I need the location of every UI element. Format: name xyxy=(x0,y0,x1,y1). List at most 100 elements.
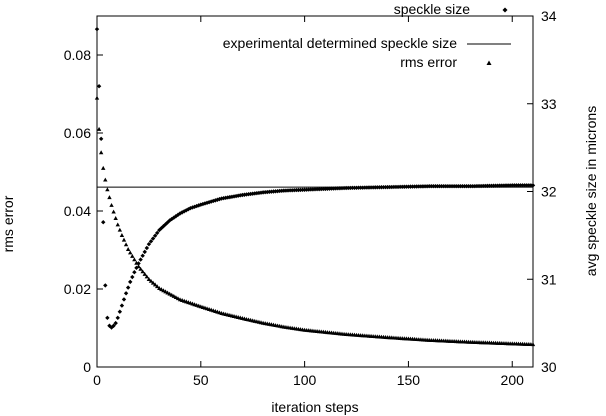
ticks: 0 50 100 150 200 0 0.02 0.04 0.06 0.08 30 31 32 33 34 xyxy=(64,8,557,388)
speckle-size-point xyxy=(125,285,131,290)
rms-error-point xyxy=(111,209,116,214)
speckle-size-point xyxy=(190,205,195,210)
speckle-size-point xyxy=(119,303,125,308)
y-right-tick-label: 32 xyxy=(541,184,557,200)
rms-error-point xyxy=(142,271,147,276)
y-left-tick-label: 0.08 xyxy=(64,47,91,63)
speckle-size-point xyxy=(152,233,158,238)
speckle-size-point xyxy=(159,225,164,231)
rms-error-point xyxy=(136,264,141,269)
speckle-size-point xyxy=(248,191,253,197)
speckle-size-point xyxy=(96,84,102,89)
speckle-size-point xyxy=(258,190,264,195)
speckle-size-point xyxy=(115,315,120,321)
speckle-size-point xyxy=(217,196,222,202)
speckle-size-point xyxy=(94,26,100,32)
y-left-tick-label: 0.02 xyxy=(64,281,91,297)
speckle-size-point xyxy=(140,253,145,258)
speckle-size-point xyxy=(142,249,147,255)
legend-marker-speckle-size xyxy=(502,7,508,13)
x-axis-label: iteration steps xyxy=(271,399,358,415)
speckle-size-point xyxy=(179,210,185,215)
rms-error-point xyxy=(94,95,100,100)
speckle-size-point xyxy=(211,198,216,204)
rms-error-point xyxy=(113,216,118,220)
speckle-size-point xyxy=(200,201,206,207)
x-tick-label: 150 xyxy=(397,372,421,388)
rms-error-point xyxy=(107,195,112,200)
speckle-size-point xyxy=(98,136,104,142)
y-left-tick-label: 0 xyxy=(83,359,91,375)
speckle-size-point xyxy=(117,309,123,314)
speckle-size-point xyxy=(138,257,143,262)
rms-error-point xyxy=(134,260,139,265)
rms-error-point xyxy=(96,126,102,131)
y-axis-label-left: rms error xyxy=(0,195,16,252)
speckle-size-point xyxy=(196,203,201,208)
rms-error-point xyxy=(123,242,129,247)
speckle-size-point xyxy=(130,274,135,280)
rms-error-point xyxy=(150,280,156,285)
rms-error-point xyxy=(109,202,114,207)
speckle-size-point xyxy=(279,188,284,193)
speckle-size-point xyxy=(169,216,174,222)
rms-error-point xyxy=(117,227,123,232)
speckle-size-point xyxy=(123,291,129,296)
speckle-size-point xyxy=(227,194,233,200)
series-2 xyxy=(94,95,536,347)
speckle-size-point xyxy=(155,230,160,236)
rms-error-point xyxy=(144,274,150,279)
legend-label-rms-error: rms error xyxy=(400,54,457,70)
speckle-size-point xyxy=(146,241,152,247)
y-right-tick-label: 34 xyxy=(541,8,557,24)
speckle-size-point xyxy=(231,194,237,199)
y-axis-label-right: avg speckle size in microns xyxy=(583,106,599,276)
rms-error-point xyxy=(132,257,137,262)
speckle-size-point xyxy=(128,279,133,285)
speckle-size-point xyxy=(244,192,249,197)
rms-error-point xyxy=(155,284,160,289)
speckle-size-point xyxy=(121,297,127,302)
rms-error-point xyxy=(146,277,152,282)
rms-error-point xyxy=(101,165,106,170)
rms-error-point xyxy=(130,253,135,258)
rms-error-point xyxy=(148,278,154,283)
speckle-size-point xyxy=(150,236,156,241)
speckle-size-point xyxy=(184,208,189,213)
legend: speckle size experimental determined spe… xyxy=(223,1,511,70)
speckle-size-point xyxy=(103,283,108,288)
rms-error-point xyxy=(128,250,133,255)
speckle-size-point xyxy=(165,220,170,225)
speckle-size-point xyxy=(132,270,137,275)
rms-error-point xyxy=(115,222,120,227)
y-right-tick-label: 31 xyxy=(541,271,557,287)
chart-marks xyxy=(94,26,536,347)
rms-error-point xyxy=(125,247,131,251)
speckle-size-point xyxy=(113,320,118,326)
x-tick-label: 0 xyxy=(93,372,101,388)
y-right-tick-label: 33 xyxy=(541,96,557,112)
rms-error-point xyxy=(152,282,158,287)
legend-marker-rms-error xyxy=(486,60,492,65)
speckle-size-point xyxy=(105,315,110,321)
rms-error-point xyxy=(530,342,536,347)
rms-error-point xyxy=(103,177,108,182)
y-right-tick-label: 30 xyxy=(541,359,557,375)
speckle-size-point xyxy=(206,200,212,205)
y-left-tick-label: 0.06 xyxy=(64,125,91,141)
y-left-tick-label: 0.04 xyxy=(64,203,91,219)
rms-error-point xyxy=(140,269,145,274)
x-tick-label: 200 xyxy=(501,372,525,388)
rms-error-point xyxy=(119,232,125,237)
speckle-size-point xyxy=(148,239,154,244)
legend-label-speckle-size: speckle size xyxy=(394,1,470,17)
rms-error-point xyxy=(98,150,104,155)
rms-error-point xyxy=(138,266,143,271)
speckle-size-point xyxy=(144,245,150,251)
legend-label-experimental: experimental determined speckle size xyxy=(223,35,457,51)
speckle-size-point xyxy=(111,323,116,328)
speckle-size-point xyxy=(262,190,268,195)
rms-error-point xyxy=(105,187,110,192)
speckle-size-point xyxy=(530,183,536,188)
